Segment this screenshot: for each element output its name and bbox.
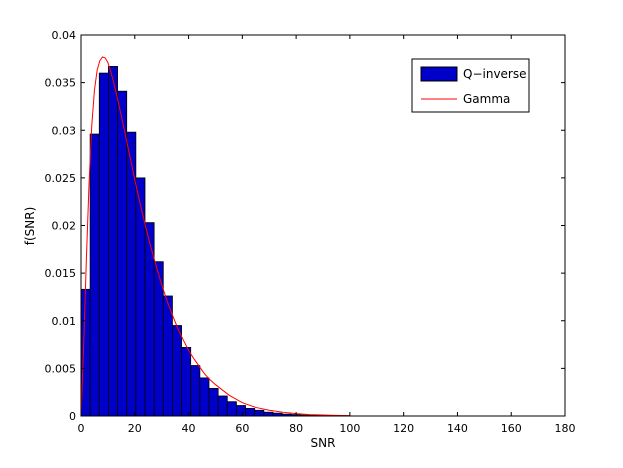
histogram-bar	[245, 407, 256, 417]
y-tick-label: 0.02	[52, 220, 77, 233]
histogram-bar	[172, 325, 182, 417]
legend-swatch-q-inverse	[420, 66, 458, 82]
histogram-bar	[135, 177, 146, 417]
legend-label-gamma: Gamma	[463, 92, 510, 106]
histogram-bar	[181, 347, 192, 417]
x-tick-label: 0	[78, 422, 85, 435]
histogram-bar	[199, 377, 210, 417]
histogram-bar	[236, 405, 246, 417]
y-axis-ticks: 0 0.005 0.01 0.015 0.02 0.025 0.03 0.035 0.04	[45, 29, 565, 423]
x-tick-label: 120	[393, 422, 414, 435]
x-tick-label: 60	[235, 422, 249, 435]
histogram-bar	[89, 133, 100, 417]
histogram-bar	[80, 288, 91, 417]
histogram-bar	[144, 222, 155, 417]
histogram-bar	[98, 72, 109, 417]
x-tick-label: 160	[501, 422, 522, 435]
histogram-bar	[108, 66, 118, 417]
histogram-bar	[254, 409, 265, 417]
histogram-bar	[190, 365, 201, 417]
histogram-bar	[263, 411, 274, 417]
y-tick-label: 0.035	[45, 77, 77, 90]
y-tick-label: 0.01	[52, 315, 77, 328]
histogram-bar	[117, 90, 128, 417]
y-axis-title: f(SNR)	[23, 207, 37, 246]
gamma-curve	[80, 56, 350, 417]
histogram-bar	[162, 295, 173, 417]
histogram-bar	[217, 395, 228, 417]
legend: Q−inverse Gamma	[411, 58, 530, 113]
x-tick-label: 180	[555, 422, 576, 435]
legend-label-q-inverse: Q−inverse	[463, 67, 527, 81]
x-axis-title: SNR	[311, 436, 336, 450]
y-tick-label: 0.015	[45, 267, 77, 280]
y-tick-label: 0.005	[45, 362, 77, 375]
y-tick-label: 0	[69, 410, 76, 423]
y-tick-label: 0.025	[45, 172, 77, 185]
x-tick-label: 140	[447, 422, 468, 435]
x-tick-label: 100	[339, 422, 360, 435]
x-axis-ticks: 0 20 40 60 80 100 120 140 160 180	[78, 35, 576, 435]
histogram-bar	[126, 131, 137, 417]
x-tick-label: 40	[182, 422, 196, 435]
histogram-bar	[208, 387, 219, 417]
x-tick-label: 20	[128, 422, 142, 435]
y-tick-label: 0.03	[52, 124, 77, 137]
x-tick-label: 80	[289, 422, 303, 435]
y-tick-label: 0.04	[52, 29, 77, 42]
histogram-bar	[226, 401, 237, 417]
